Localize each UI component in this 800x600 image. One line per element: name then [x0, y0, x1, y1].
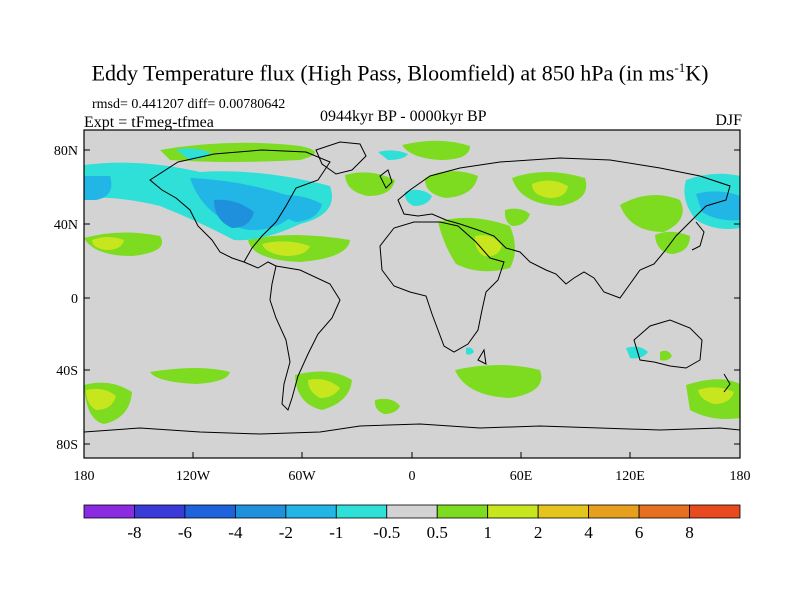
lat-label: 40S: [56, 364, 78, 379]
lon-labels: 180 120W 60W 0 60E 120E 180: [74, 469, 751, 484]
colorbar-label: -1: [329, 523, 343, 542]
colorbar-label: 1: [483, 523, 492, 542]
colorbar-swatch: [386, 504, 438, 519]
season-label: DJF: [715, 112, 742, 129]
colorbar-swatch: [487, 504, 539, 519]
colorbar-swatch: [285, 504, 337, 519]
period-label: 0944kyr BP - 0000kyr BP: [320, 108, 487, 125]
lat-label: 0: [71, 292, 78, 307]
lat-label: 80N: [54, 144, 78, 159]
colorbar-label: 8: [685, 523, 694, 542]
colorbar-swatch: [83, 504, 135, 519]
negative-anomalies: [84, 148, 740, 359]
lat-labels: 80N 40N 0 40S 80S: [54, 144, 78, 453]
colorbar-swatch: [689, 504, 741, 519]
colorbar: [83, 504, 741, 519]
map-panel: 80N 40N 0 40S 80S 180 120W 60W 0 60E 120…: [54, 129, 751, 484]
colorbar-swatch: [638, 504, 690, 519]
lat-label: 80S: [56, 438, 78, 453]
colorbar-label: 2: [534, 523, 543, 542]
colorbar-label: -0.5: [373, 523, 400, 542]
colorbar-swatch: [588, 504, 640, 519]
colorbar-swatch: [537, 504, 590, 519]
colorbar-label: -8: [127, 523, 141, 542]
lon-label: 180: [730, 469, 751, 484]
colorbar-swatch: [436, 504, 489, 519]
colorbar-label: 6: [635, 523, 644, 542]
colorbar-labels: -8 -6 -4 -2 -1 -0.5 0.5 1 2 4 6 8: [127, 523, 693, 542]
axis-ticks: [83, 149, 741, 458]
experiment-label: Expt = tFmeg-tfmea: [84, 114, 214, 131]
map-title: Eddy Temperature flux (High Pass, Bloomf…: [91, 60, 709, 86]
lon-label: 120W: [176, 469, 211, 484]
colorbar-label: -6: [178, 523, 192, 542]
colorbar-label: -2: [279, 523, 293, 542]
lon-label: 60W: [288, 469, 316, 484]
lon-label: 60E: [510, 469, 533, 484]
colorbar-swatch: [234, 504, 287, 519]
colorbar-swatch: [335, 504, 388, 519]
colorbar-label: 4: [584, 523, 593, 542]
lon-label: 120E: [615, 469, 645, 484]
coastlines: [83, 141, 741, 435]
colorbar-swatch: [184, 504, 236, 519]
colorbar-label: 0.5: [427, 523, 448, 542]
lat-label: 40N: [54, 218, 78, 233]
lon-label: 0: [409, 469, 416, 484]
stats-text: rmsd= 0.441207 diff= 0.00780642: [92, 97, 286, 112]
colorbar-label: -4: [228, 523, 243, 542]
colorbar-swatch: [134, 504, 186, 519]
lon-label: 180: [74, 469, 95, 484]
